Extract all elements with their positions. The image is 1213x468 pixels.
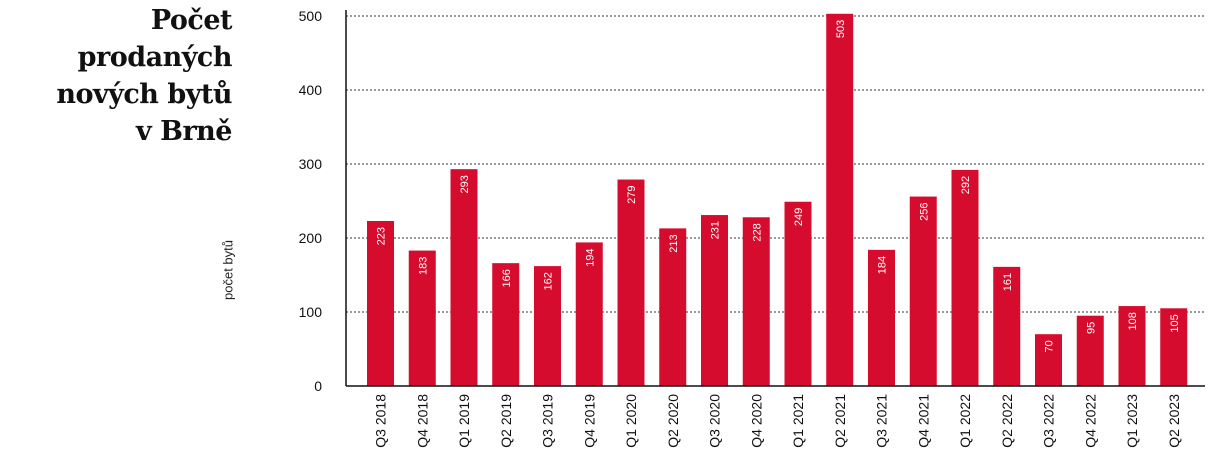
chart-title-line-1: Počet prodaných: [77, 5, 233, 73]
bar-q1-2021: [784, 201, 812, 386]
x-tick-label-q2-2021: Q2 2021: [832, 394, 848, 448]
chart-title-line-2: nových bytů: [56, 79, 232, 110]
data-label-q1-2023: 108: [1127, 312, 1139, 330]
data-label-q2-2020: 213: [668, 234, 680, 252]
bar-q1-2022: [951, 169, 979, 386]
y-tick-label-100: 100: [299, 304, 323, 320]
bar-q3-2019: [534, 266, 561, 386]
data-label-q2-2019: 166: [501, 269, 513, 287]
y-tick-label-0: 0: [314, 378, 322, 394]
data-label-q4-2020: 228: [751, 223, 763, 241]
bar-q3-2018: [367, 220, 394, 386]
data-label-q2-2022: 161: [1002, 273, 1014, 291]
chart-title-line-3: v Brně: [136, 116, 232, 147]
x-tick-label-q2-2022: Q2 2022: [999, 394, 1015, 448]
x-tick-label-q4-2020: Q4 2020: [748, 394, 764, 448]
x-tick-label-q1-2021: Q1 2021: [790, 394, 806, 448]
x-tick-label-q3-2022: Q3 2022: [1041, 394, 1057, 448]
bar-q1-2023: [1118, 306, 1146, 386]
bar-q4-2020: [742, 217, 770, 386]
bar-q4-2021: [909, 196, 937, 386]
y-tick-label-200: 200: [299, 230, 323, 246]
x-tick-label-q4-2022: Q4 2022: [1082, 394, 1098, 448]
bar-q2-2022: [993, 266, 1021, 386]
x-tick-label-q2-2023: Q2 2023: [1166, 394, 1182, 448]
x-tick-label-q2-2019: Q2 2019: [498, 394, 514, 448]
y-tick-label-400: 400: [299, 82, 323, 98]
bar-q2-2023: [1160, 308, 1188, 386]
x-tick-label-q1-2019: Q1 2019: [456, 394, 472, 448]
y-tick-label-300: 300: [299, 156, 323, 172]
x-tick-label-q1-2022: Q1 2022: [957, 394, 973, 448]
bar-q4-2022: [1076, 315, 1104, 386]
data-label-q1-2020: 279: [626, 186, 638, 204]
x-tick-label-q4-2018: Q4 2018: [414, 394, 430, 448]
bar-q4-2018: [408, 250, 436, 386]
data-label-q2-2023: 105: [1169, 314, 1181, 332]
x-tick-label-q3-2021: Q3 2021: [874, 394, 890, 448]
x-tick-label-q4-2021: Q4 2021: [915, 394, 931, 448]
x-tick-label-q3-2018: Q3 2018: [373, 394, 389, 448]
bar-q3-2022: [1035, 334, 1062, 386]
bar-q2-2019: [492, 263, 520, 386]
x-tick-label-q3-2019: Q3 2019: [540, 394, 556, 448]
data-label-q4-2018: 183: [417, 257, 429, 275]
data-label-q1-2022: 292: [960, 176, 972, 194]
data-label-q3-2022: 70: [1044, 340, 1056, 352]
x-tick-label-q3-2020: Q3 2020: [707, 394, 723, 448]
data-label-q3-2019: 162: [543, 272, 555, 290]
x-tick-label-q1-2020: Q1 2020: [623, 394, 639, 448]
bar-q1-2020: [617, 179, 645, 386]
x-tick-label-q1-2023: Q1 2023: [1124, 394, 1140, 448]
data-label-q4-2021: 256: [918, 203, 930, 221]
x-tick-label-q4-2019: Q4 2019: [581, 394, 597, 448]
data-label-q3-2021: 184: [877, 256, 889, 274]
bar-q2-2021: [826, 13, 854, 387]
bar-q3-2021: [868, 249, 895, 386]
bar-q1-2019: [450, 169, 478, 386]
bar-q4-2019: [575, 242, 603, 386]
y-tick-label-500: 500: [299, 8, 323, 24]
data-label-q1-2021: 249: [793, 208, 805, 226]
bar-q3-2020: [701, 215, 728, 386]
data-label-q4-2022: 95: [1085, 322, 1097, 334]
x-tick-label-q2-2020: Q2 2020: [665, 394, 681, 448]
data-label-q4-2019: 194: [584, 248, 596, 266]
data-label-q3-2020: 231: [710, 221, 722, 239]
bar-q2-2020: [659, 228, 687, 386]
chart-title: Počet prodaných nových bytů v Brně: [0, 2, 232, 150]
data-label-q3-2018: 223: [376, 227, 388, 245]
data-label-q2-2021: 503: [835, 20, 847, 38]
data-label-q1-2019: 293: [459, 175, 471, 193]
